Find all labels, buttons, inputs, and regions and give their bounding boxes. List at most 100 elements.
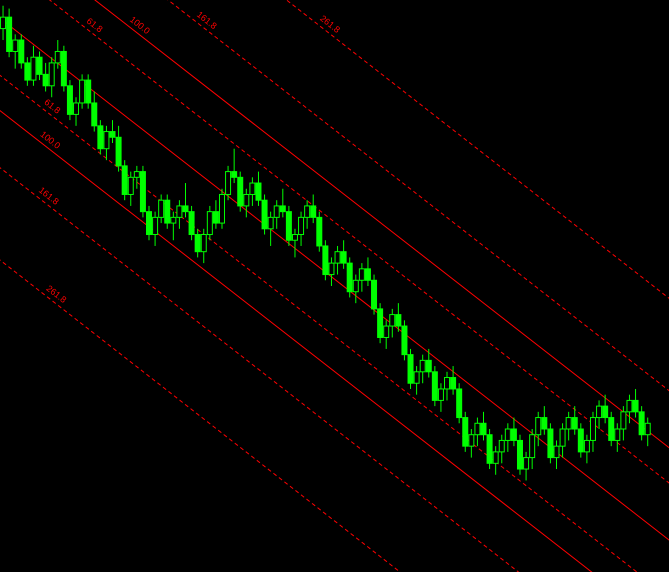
candle-body [31, 57, 36, 80]
candle-body [80, 80, 85, 103]
candle-body [365, 269, 370, 280]
candle-body [438, 389, 443, 400]
candle-body [548, 429, 553, 458]
candle-body [414, 372, 419, 383]
candle-body [195, 235, 200, 252]
candle-body [590, 418, 595, 441]
candle-body [347, 263, 352, 292]
candle-body [74, 103, 79, 114]
candle-body [378, 309, 383, 338]
candle-body [280, 206, 285, 212]
candle-body [451, 378, 456, 389]
candle-body [463, 418, 468, 447]
candle-body [67, 86, 72, 115]
candle-body [597, 406, 602, 417]
candle-body [171, 217, 176, 223]
candle-body [329, 263, 334, 274]
candle-body [128, 177, 133, 194]
candle-body [55, 51, 60, 62]
candle-body [43, 74, 48, 85]
candle-body [140, 172, 145, 212]
candle-body [341, 252, 346, 263]
candle-body [183, 206, 188, 212]
candle-body [244, 194, 249, 205]
candle-body [268, 217, 273, 228]
candle-body [323, 246, 328, 275]
candle-body [116, 137, 121, 166]
candle-body [317, 217, 322, 246]
candle-body [499, 440, 504, 451]
candle-body [177, 206, 182, 217]
candle-body [457, 389, 462, 418]
candle-body [299, 217, 304, 234]
candle-body [603, 406, 608, 417]
candlestick-chart: 61.8100.0161.8261.861.8100.0161.8261.8 [0, 0, 669, 572]
candle-body [201, 235, 206, 252]
candle-body [353, 280, 358, 291]
candle-body [7, 17, 12, 51]
candle-body [560, 429, 565, 446]
candle-body [250, 183, 255, 194]
candle-body [639, 412, 644, 435]
candle-body [311, 206, 316, 217]
candle-body [445, 378, 450, 389]
candle-body [554, 446, 559, 457]
candle-body [372, 280, 377, 309]
candle-body [621, 412, 626, 429]
candle-body [49, 63, 54, 86]
candle-body [384, 326, 389, 337]
candle-body [408, 355, 413, 384]
candle-body [213, 212, 218, 223]
candle-body [572, 418, 577, 429]
candle-body [402, 326, 407, 355]
candle-body [645, 423, 650, 434]
candle-body [475, 423, 480, 434]
candle-body [238, 177, 243, 206]
candle-body [262, 200, 267, 229]
candle-body [1, 17, 6, 28]
candle-body [104, 132, 109, 149]
candle-body [92, 103, 97, 126]
candle-body [219, 194, 224, 223]
candle-body [390, 315, 395, 326]
candle-body [426, 360, 431, 371]
candle-body [98, 126, 103, 149]
candle-body [420, 360, 425, 371]
candle-body [487, 435, 492, 464]
candle-body [566, 418, 571, 429]
candle-body [524, 458, 529, 469]
candle-body [207, 212, 212, 235]
candle-body [335, 252, 340, 263]
candle-body [37, 57, 42, 74]
candle-body [584, 440, 589, 451]
candle-body [153, 217, 158, 234]
candle-body [536, 418, 541, 435]
candle-body [189, 212, 194, 235]
candle-body [530, 435, 535, 458]
candle-body [432, 372, 437, 401]
candle-body [226, 172, 231, 195]
candle-body [13, 40, 18, 51]
candle-body [469, 435, 474, 446]
candle-body [633, 400, 638, 411]
candle-body [396, 315, 401, 326]
candle-body [232, 172, 237, 178]
candle-body [542, 418, 547, 429]
candle-body [165, 200, 170, 223]
candle-body [493, 452, 498, 463]
candle-body [61, 51, 66, 85]
candle-body [134, 172, 139, 178]
candle-body [147, 212, 152, 235]
candle-body [292, 235, 297, 241]
candle-body [122, 166, 127, 195]
candle-body [359, 269, 364, 280]
candle-body [256, 183, 261, 200]
candle-body [481, 423, 486, 434]
candle-body [86, 80, 91, 103]
candle-body [511, 429, 516, 440]
candle-body [25, 63, 30, 80]
candle-body [19, 40, 24, 63]
candle-body [110, 132, 115, 138]
candle-body [286, 212, 291, 241]
candle-body [159, 200, 164, 217]
